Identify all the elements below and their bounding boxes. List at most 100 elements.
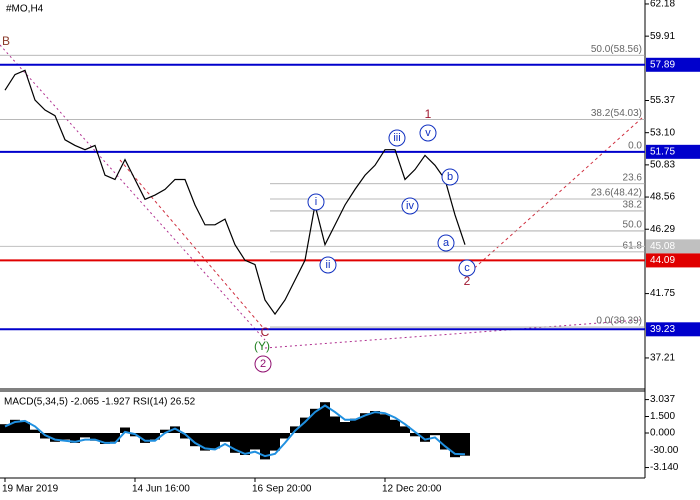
level-box: [646, 144, 700, 159]
level-box: [646, 253, 700, 268]
macd-bar: [190, 433, 200, 447]
wave-circle: [401, 197, 419, 215]
wave-label: 2: [464, 274, 471, 288]
x-tick-label: 14 Jun 16:00: [132, 484, 190, 495]
fib-label: 23.6: [623, 172, 643, 183]
fib-label: 50.0: [623, 220, 643, 231]
macd-bar: [0, 424, 10, 434]
macd-bar: [380, 414, 390, 434]
wave-circle: [419, 124, 437, 142]
level-label: 44.09: [650, 255, 675, 266]
y-tick-label: 53.10: [650, 127, 675, 138]
macd-bar: [220, 433, 230, 442]
macd-bar: [390, 419, 400, 434]
wave-label: b: [447, 171, 453, 183]
fib-label: 0.0(39.39): [596, 316, 642, 327]
wave-circle: [441, 168, 459, 186]
macd-bar: [400, 426, 410, 434]
level-box: [646, 239, 700, 254]
macd-bar: [80, 433, 90, 438]
macd-bar: [270, 433, 280, 451]
level-label: 39.23: [650, 324, 675, 335]
y-tick-label: 41.75: [650, 288, 675, 299]
y-tick-label: -3.140: [650, 462, 679, 473]
wave-label: 1: [425, 107, 432, 121]
wave-label: a: [443, 237, 450, 249]
y-tick-label: 55.37: [650, 95, 675, 106]
x-tick-label: 16 Sep 20:00: [252, 484, 312, 495]
macd-bar: [30, 429, 40, 434]
y-tick-label: 50.83: [650, 160, 675, 171]
fib-label: 38.2: [623, 200, 643, 211]
trend-line: [0, 44, 266, 341]
macd-bar: [230, 433, 240, 453]
rsi-level-label: -30.00: [650, 445, 679, 456]
macd-bar: [430, 433, 440, 436]
macd-bar: [10, 419, 20, 434]
wave-label: v: [425, 127, 431, 139]
macd-bar: [100, 433, 110, 445]
indicator-label: MACD(5,34,5) -2.065 -1.927 RSI(14) 26.52: [4, 397, 196, 408]
macd-bar: [210, 433, 220, 449]
y-tick-label: 48.56: [650, 192, 675, 203]
fib-label: 38.2(54.03): [591, 108, 642, 119]
wave-label: c: [464, 262, 470, 274]
macd-bar: [200, 433, 210, 451]
macd-bar: [250, 433, 260, 450]
wave-circle: [458, 259, 476, 277]
signal-line: [4, 404, 466, 458]
macd-bar: [350, 418, 360, 434]
macd-bar: [110, 433, 120, 442]
fib-label: 23.6(48.42): [591, 188, 642, 199]
wave-label: B: [2, 34, 10, 48]
macd-bar: [280, 433, 290, 439]
macd-bar: [330, 416, 340, 434]
macd-bar: [420, 433, 430, 442]
level-label: 51.75: [650, 146, 675, 157]
wave-circle: [307, 193, 325, 211]
macd-bar: [440, 433, 450, 450]
macd-bar: [240, 433, 250, 456]
macd-bar: [90, 433, 100, 441]
wave-label: iv: [406, 200, 414, 212]
wave-label: (Y): [254, 339, 270, 353]
y-tick-label: 3.037: [650, 394, 675, 405]
macd-bar: [300, 417, 310, 434]
wave-label: iii: [393, 132, 400, 144]
wave-circle: [254, 355, 272, 373]
wave-label: i: [315, 196, 317, 208]
y-tick-label: 1.500: [650, 411, 675, 422]
macd-bar: [150, 433, 160, 440]
macd-bar: [180, 433, 190, 439]
macd-bar: [50, 433, 60, 442]
macd-bar: [160, 429, 170, 434]
macd-bar: [140, 433, 150, 443]
wave-circle: [319, 256, 337, 274]
wave-label: C: [261, 325, 270, 339]
y-tick-label: 0.000: [650, 428, 675, 439]
y-tick-label: 59.91: [650, 31, 675, 42]
macd-bar: [120, 427, 130, 434]
wave-label: ii: [326, 259, 331, 271]
macd-bar: [70, 433, 80, 443]
y-tick-label: 37.21: [650, 353, 675, 364]
macd-bar: [340, 422, 350, 434]
wave-circle: [388, 129, 406, 147]
fib-label: 0.0: [628, 140, 642, 151]
macd-bar: [320, 402, 330, 434]
macd-bar: [360, 413, 370, 434]
chart-title: #MO,H4: [6, 4, 44, 15]
macd-bar: [60, 433, 70, 440]
macd-bar: [260, 433, 270, 460]
price-line: [4, 69, 466, 316]
x-tick-label: 19 Mar 2019: [2, 484, 59, 495]
wave-circle: [437, 234, 455, 252]
macd-bar: [450, 433, 460, 458]
wave-label: 2: [260, 358, 266, 370]
level-label: 45.08: [650, 241, 675, 252]
fib-label: 50.0(58.56): [591, 44, 642, 55]
level-box: [646, 322, 700, 337]
macd-bar: [20, 422, 30, 434]
